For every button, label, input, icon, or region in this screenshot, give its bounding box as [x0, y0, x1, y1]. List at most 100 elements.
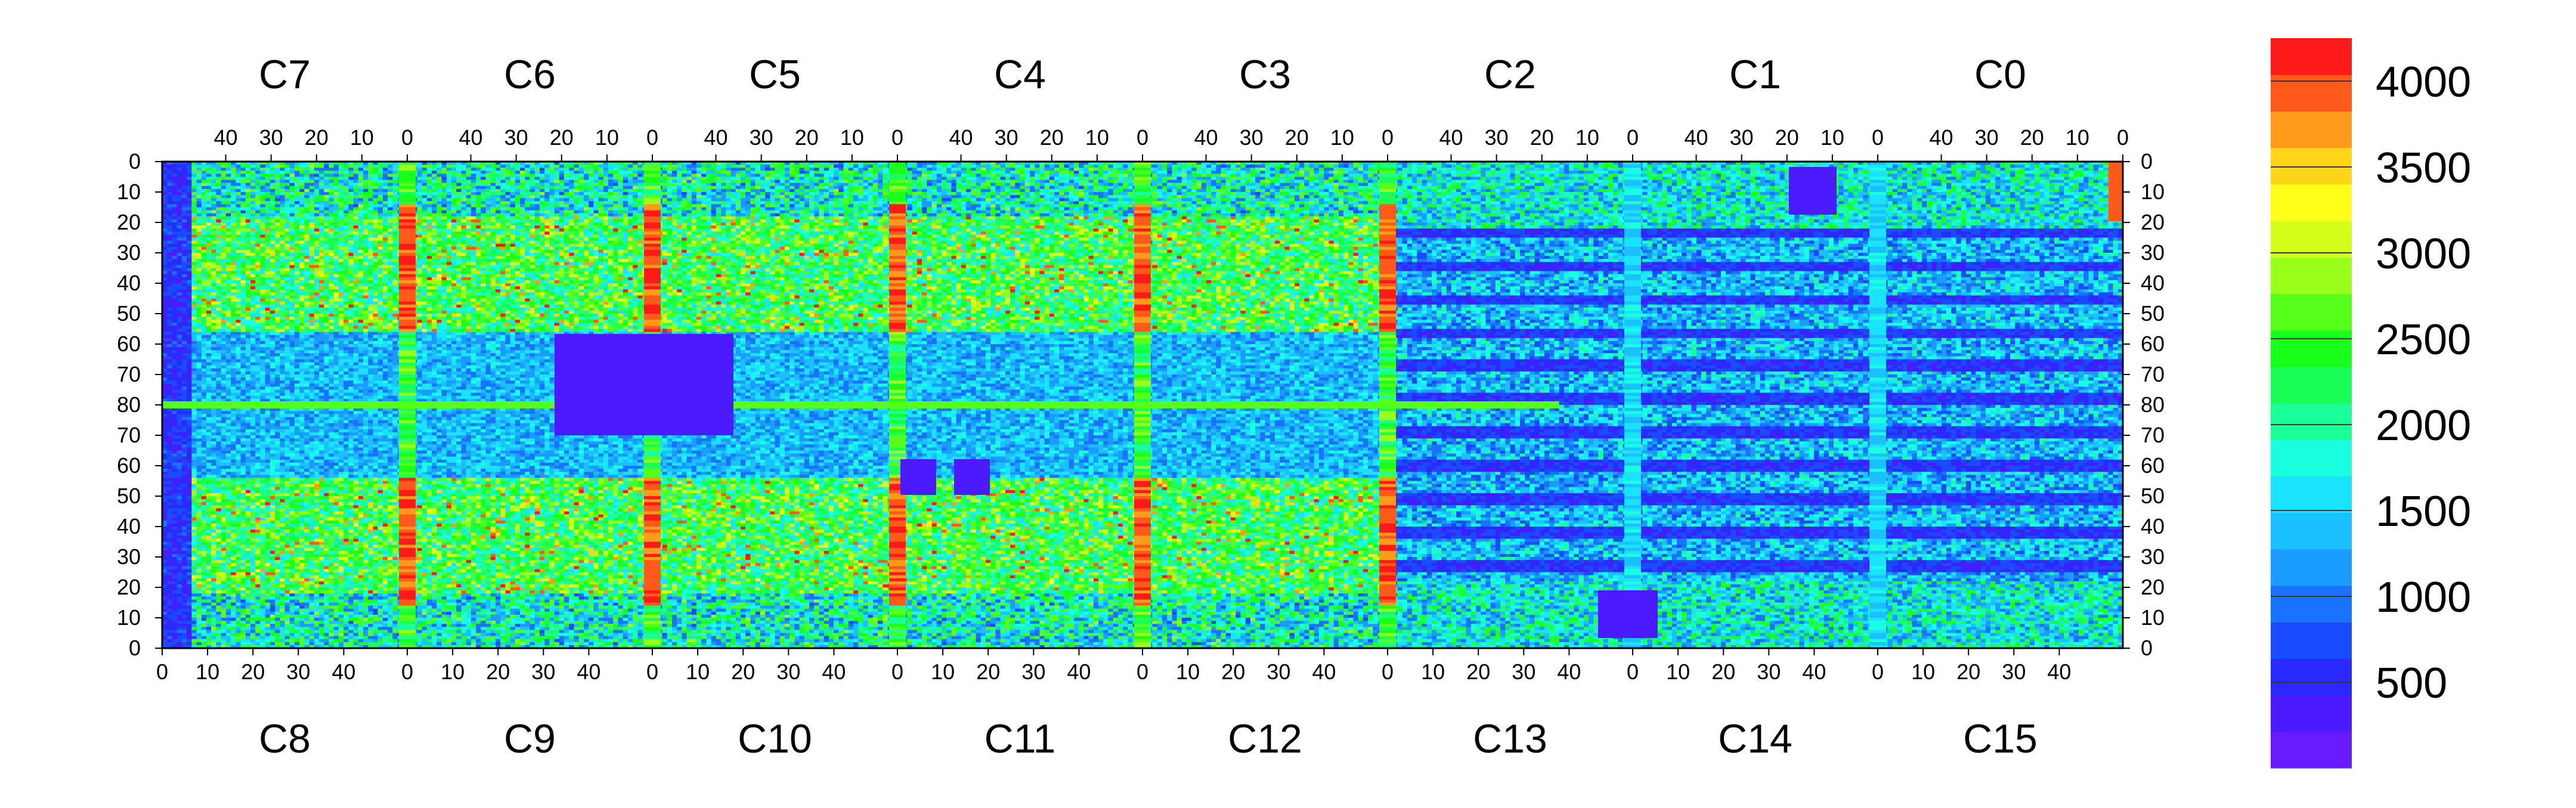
heatmap-cell: [1917, 171, 1922, 174]
heatmap-cell: [1417, 174, 1422, 177]
heatmap-cell: [696, 171, 702, 174]
heatmap-cell: [1525, 177, 1530, 181]
heatmap-cell: [2049, 165, 2055, 168]
heatmap-cell: [1476, 177, 1481, 181]
heatmap-cell: [2059, 168, 2064, 171]
heatmap-cell: [878, 174, 883, 177]
heatmap-cell: [1662, 174, 1667, 177]
heatmap-cell: [368, 168, 373, 171]
heatmap-cell: [491, 171, 496, 174]
heatmap-cell: [951, 177, 956, 181]
heatmap-cell: [789, 174, 795, 177]
heatmap-cell: [981, 165, 986, 168]
heatmap-cell: [491, 177, 496, 181]
heatmap-cell: [1780, 168, 1785, 171]
heatmap-cell: [736, 177, 741, 181]
heatmap-cell: [819, 171, 824, 174]
heatmap-cell: [878, 168, 883, 171]
heatmap-cell: [1407, 168, 1413, 171]
heatmap-cell: [1496, 165, 1501, 168]
heatmap-cell: [599, 177, 604, 181]
heatmap-cell: [2020, 168, 2025, 171]
heatmap-cell: [1971, 174, 1976, 177]
heatmap-cell: [1853, 165, 1859, 168]
heatmap-cell: [937, 168, 942, 171]
heatmap-cell: [1206, 177, 1212, 181]
heatmap-cell: [1157, 168, 1163, 171]
heatmap-cell: [1397, 171, 1402, 174]
heatmap-cell: [1358, 168, 1364, 171]
heatmap-cell: [2005, 168, 2011, 171]
heatmap-cell: [2064, 165, 2069, 168]
heatmap-cell: [1191, 165, 1197, 168]
heatmap-cell: [202, 171, 207, 174]
heatmap-cell: [760, 168, 766, 171]
heatmap-cell: [1231, 177, 1236, 181]
heatmap-cell: [579, 168, 584, 171]
heatmap-cell: [1559, 174, 1565, 177]
heatmap-cell: [1265, 171, 1271, 174]
heatmap-cell: [995, 165, 1001, 168]
heatmap-cell: [2054, 168, 2060, 171]
heatmap-cell: [1510, 165, 1516, 168]
heatmap-cell: [216, 168, 221, 171]
heatmap-cell: [1535, 168, 1540, 171]
heatmap-cell: [1417, 165, 1422, 168]
heatmap-cell: [1863, 168, 1868, 171]
heatmap-cell: [1358, 171, 1364, 174]
heatmap-cell: [515, 168, 521, 171]
heatmap-cell: [1284, 177, 1290, 181]
heatmap-cell: [1191, 177, 1197, 181]
heatmap-cell: [1339, 174, 1344, 177]
heatmap-cell: [1613, 171, 1618, 174]
heatmap-cell: [270, 171, 275, 174]
heatmap-cell: [1211, 171, 1216, 174]
heatmap-cell: [613, 168, 618, 171]
heatmap-cell: [544, 174, 550, 177]
heatmap-cell: [1025, 171, 1030, 174]
heatmap-cell: [794, 171, 800, 174]
heatmap-cell: [1608, 168, 1614, 171]
heatmap-cell: [667, 177, 673, 181]
heatmap-cell: [1525, 165, 1530, 168]
heatmap-cell: [1295, 168, 1300, 171]
heatmap-cell: [471, 177, 476, 181]
heatmap-cell: [295, 174, 300, 177]
heatmap-cell: [358, 171, 364, 174]
heatmap-cell: [1496, 174, 1501, 177]
heatmap-cell: [564, 165, 569, 168]
heatmap-cell: [599, 174, 604, 177]
heatmap-cell: [2035, 165, 2040, 168]
heatmap-cell: [388, 174, 393, 177]
heatmap-cell: [932, 177, 937, 181]
heatmap-cell: [1770, 168, 1775, 171]
heatmap-cell: [1441, 171, 1447, 174]
heatmap-cell: [932, 171, 937, 174]
heatmap-cell: [1451, 174, 1457, 177]
heatmap-cell: [1343, 168, 1349, 171]
heatmap-cell: [2094, 165, 2099, 168]
heatmap-cell: [555, 165, 560, 168]
heatmap-cell: [804, 177, 810, 181]
heatmap-cell: [324, 177, 329, 181]
heatmap-cell: [481, 165, 486, 168]
heatmap-cell: [451, 165, 457, 168]
heatmap-cell: [1206, 168, 1212, 171]
heatmap-cell: [1250, 165, 1256, 168]
heatmap-cell: [1559, 165, 1565, 168]
heatmap-cell: [721, 168, 726, 171]
heatmap-cell: [476, 174, 481, 177]
heatmap-cell: [1255, 174, 1261, 177]
heatmap-cell: [383, 171, 388, 174]
heatmap-cell: [1304, 165, 1309, 168]
heatmap-cell: [1221, 168, 1227, 171]
heatmap-cell: [280, 168, 285, 171]
heatmap-cell: [1196, 165, 1202, 168]
heatmap-cell: [172, 174, 177, 177]
heatmap-cell: [2049, 174, 2055, 177]
heatmap-cell: [956, 168, 962, 171]
heatmap-cell: [1240, 177, 1246, 181]
heatmap-cell: [1726, 171, 1731, 174]
heatmap-cell: [687, 174, 692, 177]
heatmap-cell: [221, 171, 227, 174]
